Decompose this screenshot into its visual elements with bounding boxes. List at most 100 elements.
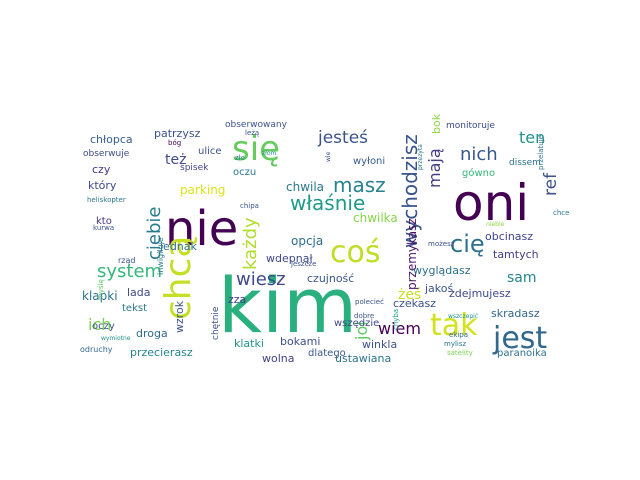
cloud-word: paranoika	[497, 348, 547, 359]
cloud-word: parking	[180, 183, 225, 197]
cloud-word: zza	[228, 293, 246, 306]
cloud-word: zło	[235, 154, 245, 162]
cloud-word: chętnie	[211, 306, 221, 340]
cloud-word: tak	[430, 308, 478, 343]
cloud-word: winkla	[362, 338, 397, 351]
cloud-word: rząd	[118, 256, 135, 265]
cloud-word: dobre	[354, 312, 374, 320]
cloud-word: mylisz	[444, 340, 466, 348]
cloud-word: ref	[541, 172, 561, 196]
cloud-word: bokami	[280, 335, 320, 348]
cloud-word: wychodzisz	[398, 134, 422, 248]
cloud-word: jol	[352, 321, 371, 341]
cloud-word: dissem	[509, 158, 541, 168]
cloud-word: chwilka	[353, 211, 398, 225]
cloud-word: skradasz	[491, 307, 540, 320]
cloud-word: czekasz	[393, 297, 436, 310]
cloud-word: obserwowany	[225, 120, 288, 130]
cloud-word: jednak	[159, 240, 198, 253]
cloud-word: klapki	[82, 289, 118, 303]
cloud-word: chipa	[240, 202, 259, 210]
cloud-word: obcinasz	[485, 230, 533, 243]
cloud-word: ich	[88, 315, 111, 334]
cloud-word: zdejmujesz	[449, 287, 511, 300]
cloud-word: wzrok	[173, 300, 186, 333]
cloud-word: czy	[92, 163, 111, 176]
cloud-word: przelatuje	[537, 135, 545, 170]
cloud-word: klatki	[234, 337, 264, 350]
cloud-word: leżą	[245, 129, 259, 137]
cloud-word: ustawiana	[335, 352, 391, 365]
cloud-word: oni	[453, 174, 529, 232]
cloud-word: każdy	[240, 217, 261, 270]
cloud-word: się	[232, 129, 280, 169]
cloud-word: jesteś	[317, 128, 368, 148]
cloud-word: wyglądasz	[413, 264, 471, 277]
cloud-word: możesz	[428, 240, 455, 248]
cloud-word: tekst	[122, 303, 147, 314]
cloud-word: wszczepić	[448, 313, 478, 320]
cloud-word: bóg	[168, 139, 181, 147]
cloud-word: gówno	[462, 167, 495, 179]
cloud-word: wiesz	[236, 269, 286, 290]
cloud-word: ciebie	[144, 207, 165, 260]
cloud-word: wiem	[378, 319, 421, 338]
cloud-word: przemykasz	[405, 218, 419, 290]
cloud-word: nich	[460, 144, 498, 165]
cloud-word: droga	[136, 327, 168, 340]
cloud-word: wie	[325, 151, 332, 162]
cloud-word: opcja	[291, 234, 323, 248]
cloud-word: jest	[492, 321, 547, 356]
cloud-word: lada	[127, 286, 151, 299]
cloud-word: ten	[519, 128, 545, 147]
cloud-word: masz	[333, 173, 386, 197]
cloud-word: spisek	[180, 163, 209, 173]
cloud-word: też	[165, 152, 186, 168]
cloud-word: ekipa	[449, 331, 468, 339]
cloud-word: sam	[507, 270, 537, 286]
cloud-word: obserwuje	[83, 149, 130, 159]
cloud-word: coś	[330, 235, 380, 270]
cloud-word: chwila	[286, 180, 324, 194]
cloud-word: kto	[96, 216, 112, 227]
cloud-word: żeś	[398, 287, 421, 303]
cloud-word: chyba	[392, 309, 400, 330]
cloud-word: wszędzie	[334, 318, 379, 329]
cloud-word: wdepnął	[266, 252, 313, 265]
cloud-word: przezyta	[417, 144, 424, 170]
cloud-word: chce	[553, 209, 569, 217]
cloud-word: nie	[165, 201, 238, 257]
cloud-word: satelity	[447, 349, 473, 357]
cloud-word: kim	[218, 261, 357, 350]
cloud-word: mają	[425, 148, 444, 188]
cloud-word: wymiotne	[101, 335, 131, 342]
cloud-word: wolna	[262, 352, 295, 365]
cloud-word: system	[97, 261, 162, 282]
cloud-word: niebie	[486, 221, 505, 228]
cloud-word: bok	[430, 113, 443, 134]
cloud-word: heliskopter	[87, 196, 126, 204]
cloud-word: tamtych	[493, 248, 539, 261]
cloud-word: złom	[262, 150, 277, 157]
cloud-word: cię	[450, 230, 485, 258]
cloud-word: który	[88, 179, 117, 192]
cloud-word: chcą	[158, 236, 199, 320]
cloud-word: polecieć	[355, 298, 384, 306]
cloud-word: jeszcze	[290, 260, 316, 268]
cloud-word: kurwa	[93, 224, 114, 232]
cloud-word: właśnie	[290, 191, 365, 215]
cloud-word: ulice	[198, 146, 222, 157]
cloud-word: oczy	[92, 321, 115, 332]
cloud-word: jakoś	[424, 282, 454, 295]
cloud-word: chłopca	[90, 133, 133, 146]
cloud-word: przecierasz	[130, 346, 193, 359]
cloud-word: dlatego	[308, 348, 346, 359]
cloud-word: wyłoni	[353, 156, 385, 167]
cloud-word: czujność	[307, 272, 354, 285]
cloud-word: odruchy	[80, 345, 113, 354]
cloud-word: patrzysz	[154, 127, 201, 140]
cloud-word: myślę	[97, 279, 105, 300]
cloud-word: monitoruje	[446, 121, 495, 131]
cloud-word: inwigiluje	[156, 237, 165, 275]
